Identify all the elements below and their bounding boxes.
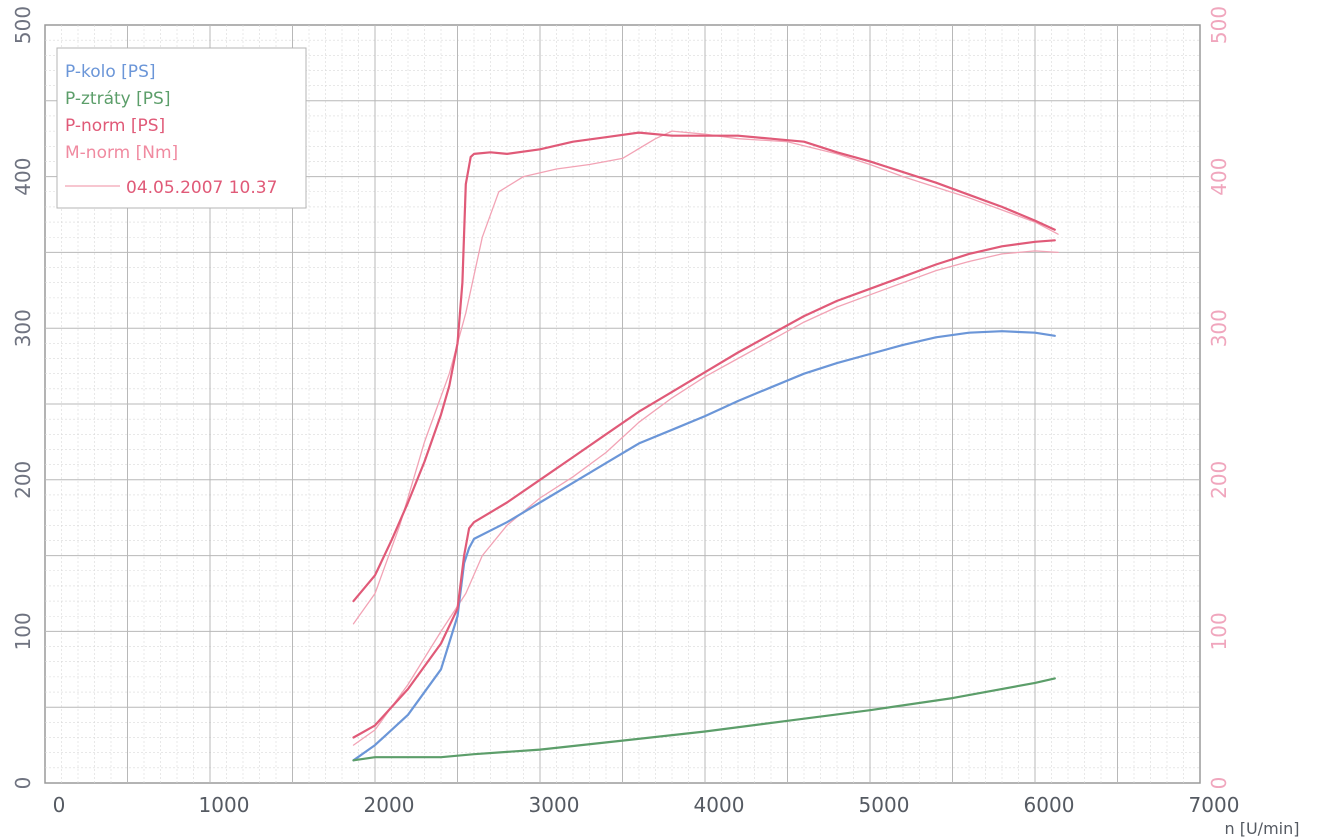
- legend-label-date: 04.05.2007 10.37: [126, 178, 277, 198]
- legend: P-kolo [PS] P-ztráty [PS] P-norm [PS] M-…: [56, 47, 307, 209]
- y-tick-left-label: 0: [11, 777, 35, 790]
- comparison-series-line-0: [352, 130, 1059, 625]
- y-tick-left-label: 400: [11, 158, 35, 196]
- x-tick-label: 4000: [694, 793, 745, 817]
- x-tick-label: 3000: [529, 793, 580, 817]
- left-y-axis: 0 100 200 300 400 500: [11, 6, 35, 789]
- x-axis: 0 1000 2000 3000 4000 5000 6000 7000: [53, 793, 1240, 817]
- y-tick-right-label: 0: [1207, 777, 1231, 790]
- y-tick-left-label: 100: [11, 612, 35, 650]
- x-tick-label: 0: [53, 793, 66, 817]
- y-tick-right-label: 300: [1207, 309, 1231, 347]
- x-tick-label: 1000: [199, 793, 250, 817]
- y-tick-left-label: 500: [11, 6, 35, 44]
- x-tick-label: 2000: [364, 793, 415, 817]
- legend-label-p-ztraty: P-ztráty [PS]: [65, 89, 170, 109]
- x-tick-label: 7000: [1189, 793, 1240, 817]
- legend-label-p-norm: P-norm [PS]: [65, 116, 165, 136]
- series-layer: [352, 130, 1059, 762]
- major-grid: [45, 25, 1200, 783]
- p-norm-line: [352, 239, 1056, 739]
- y-tick-right-label: 100: [1207, 612, 1231, 650]
- y-tick-right-label: 200: [1207, 461, 1231, 499]
- x-tick-label: 5000: [859, 793, 910, 817]
- m-norm-line: [352, 131, 1056, 603]
- legend-label-p-kolo: P-kolo [PS]: [65, 62, 156, 82]
- legend-label-m-norm: M-norm [Nm]: [65, 143, 178, 163]
- y-tick-right-label: 400: [1207, 158, 1231, 196]
- legend-box: [56, 47, 307, 209]
- y-tick-right-label: 500: [1207, 6, 1231, 44]
- x-tick-label: 6000: [1024, 793, 1075, 817]
- comparison-series-line-1: [352, 250, 1059, 746]
- right-y-axis: 0 100 200 300 400 500: [1207, 6, 1231, 789]
- y-tick-left-label: 200: [11, 461, 35, 499]
- y-tick-left-label: 300: [11, 309, 35, 347]
- x-axis-label: n [U/min]: [1225, 819, 1300, 838]
- p-ztraty-line: [352, 677, 1056, 762]
